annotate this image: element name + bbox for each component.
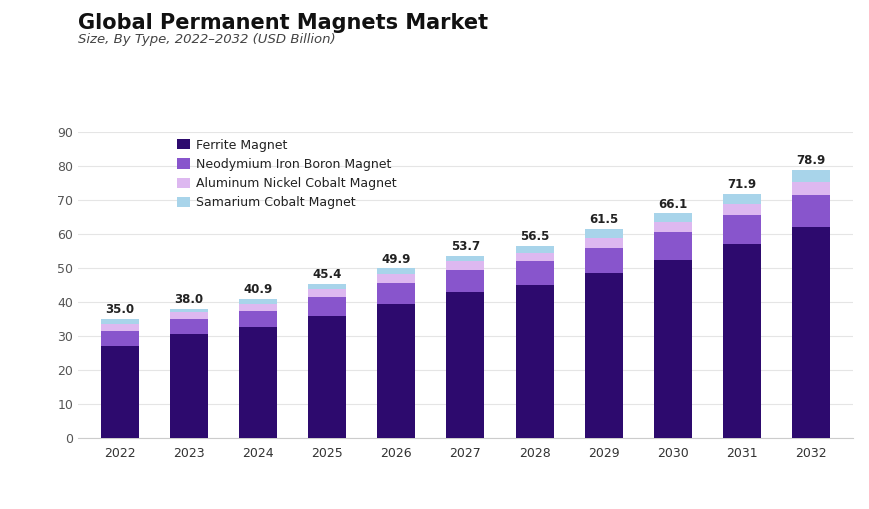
- Bar: [101, 319, 139, 324]
- Bar: [239, 299, 276, 304]
- Bar: [446, 270, 484, 292]
- Bar: [653, 213, 691, 222]
- Text: size for 2032 in USD:: size for 2032 in USD:: [300, 484, 439, 497]
- Bar: [584, 248, 622, 273]
- Bar: [515, 261, 553, 285]
- Bar: [169, 312, 208, 319]
- Bar: [446, 292, 484, 438]
- Bar: [722, 204, 760, 215]
- Bar: [101, 331, 139, 346]
- Bar: [101, 324, 139, 331]
- Text: 53.7: 53.7: [450, 240, 480, 253]
- Bar: [653, 260, 691, 438]
- Text: 40.9: 40.9: [243, 283, 272, 296]
- Text: $78.9B: $78.9B: [500, 461, 620, 490]
- Text: ∿|: ∿|: [673, 463, 695, 481]
- Bar: [722, 215, 760, 244]
- Bar: [791, 170, 829, 182]
- Bar: [722, 244, 760, 438]
- Text: 45.4: 45.4: [312, 268, 342, 281]
- Text: 49.9: 49.9: [381, 252, 410, 266]
- Bar: [446, 256, 484, 261]
- Legend: Ferrite Magnet, Neodymium Iron Boron Magnet, Aluminum Nickel Cobalt Magnet, Sama: Ferrite Magnet, Neodymium Iron Boron Mag…: [177, 138, 396, 209]
- Bar: [722, 194, 760, 204]
- Text: 56.5: 56.5: [520, 230, 548, 243]
- Bar: [584, 229, 622, 238]
- Text: market.us: market.us: [704, 461, 791, 476]
- Bar: [169, 309, 208, 312]
- Text: 78.9: 78.9: [796, 154, 825, 167]
- Text: ONE STOP SHOP FOR THE REPORTS: ONE STOP SHOP FOR THE REPORTS: [704, 490, 814, 495]
- Bar: [515, 253, 553, 261]
- Bar: [653, 233, 691, 260]
- Bar: [791, 195, 829, 228]
- Bar: [308, 297, 346, 316]
- Bar: [791, 228, 829, 438]
- Bar: [169, 319, 208, 334]
- Text: 38.0: 38.0: [174, 293, 203, 306]
- Bar: [169, 334, 208, 438]
- Text: 71.9: 71.9: [726, 178, 756, 191]
- Bar: [377, 274, 415, 282]
- Bar: [791, 182, 829, 195]
- Text: 35.0: 35.0: [105, 303, 134, 316]
- Bar: [308, 316, 346, 438]
- Text: Global Permanent Magnets Market: Global Permanent Magnets Market: [78, 13, 488, 33]
- Bar: [239, 304, 276, 311]
- Bar: [239, 311, 276, 327]
- Bar: [308, 284, 346, 289]
- Bar: [377, 304, 415, 438]
- Bar: [584, 238, 622, 248]
- Bar: [308, 289, 346, 297]
- Text: 8.7%: 8.7%: [178, 461, 262, 490]
- Text: 66.1: 66.1: [658, 197, 687, 211]
- Text: Size, By Type, 2022–2032 (USD Billion): Size, By Type, 2022–2032 (USD Billion): [78, 33, 335, 46]
- Text: At the CAGR of:: At the CAGR of:: [16, 484, 120, 497]
- Bar: [239, 327, 276, 438]
- Bar: [653, 222, 691, 233]
- Bar: [101, 346, 139, 438]
- Bar: [584, 273, 622, 438]
- Bar: [515, 285, 553, 438]
- Text: The forecasted market: The forecasted market: [300, 459, 450, 472]
- Bar: [377, 282, 415, 304]
- Bar: [515, 246, 553, 253]
- Text: 61.5: 61.5: [588, 213, 618, 227]
- Bar: [377, 268, 415, 274]
- Text: The Market will Grow: The Market will Grow: [16, 459, 156, 472]
- Bar: [446, 261, 484, 270]
